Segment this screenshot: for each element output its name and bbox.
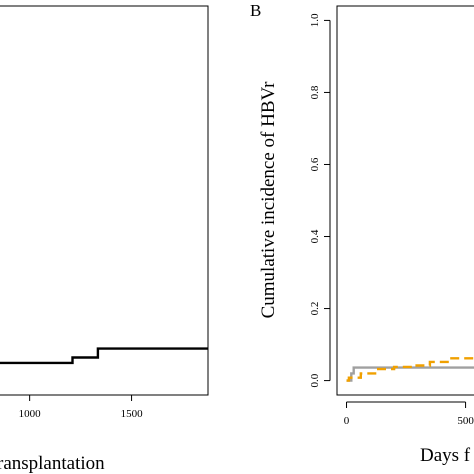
panel-1-series-0-line [346,366,474,382]
left-plot-frame [0,5,209,396]
right-panel-b: B 0.0 0.2 0.4 0.6 0.8 1.0 0 500 Cumulative inc… [250,1,474,466]
panel-0-x-tick-label-0: 1000 [19,408,42,420]
right-x-axis-title: Days f [420,445,471,466]
right-x-axis: 0 500 [344,401,474,427]
right-plot-frame [336,5,474,396]
left-panel: 1000 1500 ransplantation [0,5,209,474]
right-series-group [346,357,474,382]
left-x-axis-title: ransplantation [0,453,105,474]
right-y-axis-title: Cumulative incidence of HBVr [258,81,279,318]
left-series-group [0,347,208,365]
panel-1-y-tick-label-3: 0.6 [309,157,321,171]
panel-label-b: B [250,1,261,20]
panel-1-y-tick-label-2: 0.4 [309,229,321,243]
panel-1-y-tick-label-1: 0.2 [309,302,321,316]
panel-1-y-tick-label-0: 0.0 [309,373,321,387]
panel-0-series-0-line [0,347,208,365]
panel-1-series-1-line [346,357,474,382]
panel-1-y-tick-label-4: 0.8 [309,85,321,99]
panel-1-x-tick-label-0: 0 [344,415,350,427]
right-y-axis: 0.0 0.2 0.4 0.6 0.8 1.0 [309,13,331,387]
panel-1-y-tick-label-5: 1.0 [309,13,321,27]
panel-0-x-tick-label-1: 1500 [121,408,144,420]
panel-1-x-tick-label-1: 500 [457,415,474,427]
left-x-axis: 1000 1500 [19,395,143,420]
